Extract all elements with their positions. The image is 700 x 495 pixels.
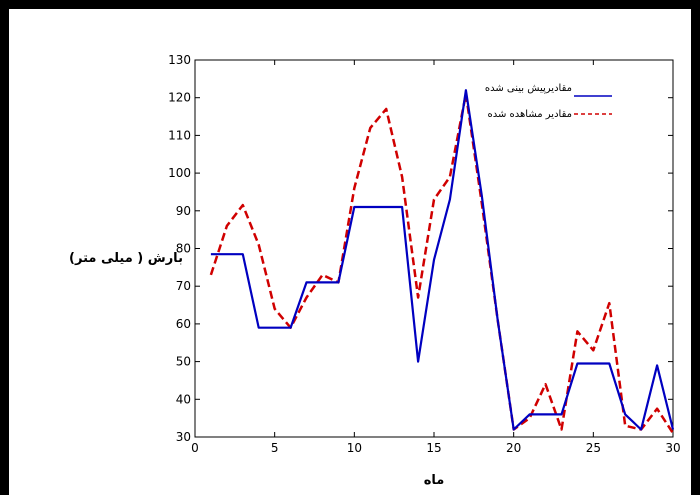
series-line-observed — [209, 92, 675, 434]
x-tick-label: 0 — [191, 441, 199, 455]
y-tick-label: 100 — [168, 166, 191, 180]
y-tick-label: 40 — [176, 392, 191, 406]
y-tick-label: 70 — [176, 279, 191, 293]
y-axis-label: بارش ( میلی متر) — [69, 251, 183, 266]
x-axis-label: ماه — [424, 473, 445, 488]
x-tick-label: 30 — [665, 441, 680, 455]
x-tick-label: 25 — [586, 441, 601, 455]
legend-label-predicted: مقادیرپیش بینی شده — [485, 83, 572, 94]
y-tick-label: 120 — [168, 91, 191, 105]
y-tick-label: 60 — [176, 317, 191, 331]
plot-area — [194, 59, 674, 438]
x-tick-label: 15 — [426, 441, 441, 455]
y-tick-label: 130 — [168, 53, 191, 67]
axis-ticks: 0 5 10 15 20 25 30 30 40 50 60 70 80 90 100 110 120 130 — [168, 53, 681, 455]
y-tick-label: 50 — [176, 355, 191, 369]
y-tick-label: 110 — [168, 128, 191, 142]
y-tick-label: 30 — [176, 430, 191, 444]
x-tick-label: 20 — [506, 441, 521, 455]
x-tick-label: 5 — [271, 441, 279, 455]
y-tick-label: 90 — [176, 204, 191, 218]
legend: مقادیرپیش بینی شده مقادیر مشاهده شده — [485, 83, 612, 120]
x-tick-label: 10 — [347, 441, 362, 455]
series-line-predicted — [210, 89, 675, 431]
series-lines — [209, 89, 675, 434]
y-tick-label: 80 — [176, 242, 191, 256]
legend-label-observed: مقادیر مشاهده شده — [487, 109, 572, 120]
